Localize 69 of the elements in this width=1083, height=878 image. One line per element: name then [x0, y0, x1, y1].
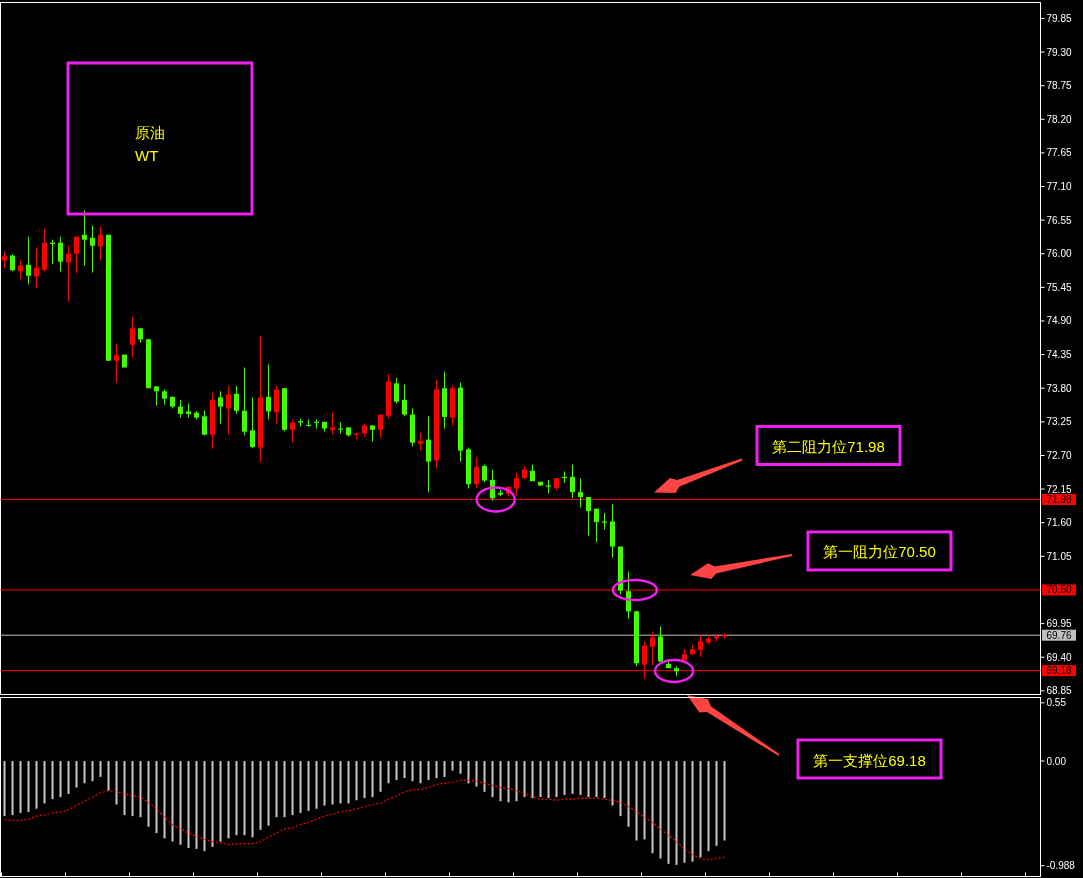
y-tick-label: 72.70	[1046, 449, 1072, 461]
y-tick-label: 79.30	[1046, 46, 1072, 58]
candlestick	[250, 396, 255, 449]
candlestick	[58, 236, 63, 272]
annotation: 第二阻力位71.98	[772, 437, 885, 455]
candlestick	[594, 508, 599, 543]
text: WT	[135, 146, 159, 164]
ref-line-label: 71.98	[1046, 493, 1072, 505]
candlestick	[18, 259, 23, 280]
y-tick-label: 79.85	[1046, 12, 1072, 24]
y-tick-label: 69.40	[1046, 651, 1072, 663]
text: 原油	[135, 123, 165, 141]
candlestick	[274, 385, 279, 425]
candlestick	[234, 385, 239, 415]
candlestick	[338, 421, 343, 434]
candlestick	[114, 343, 119, 384]
candlestick	[154, 385, 159, 406]
candlestick	[474, 456, 479, 489]
annotation: 第一阻力位70.50	[823, 543, 936, 561]
candlestick	[130, 316, 135, 359]
y-tick-label: 71.05	[1046, 550, 1072, 562]
y-tick-label: 73.80	[1046, 382, 1072, 394]
ref-line-label: 70.50	[1046, 584, 1072, 596]
candlestick	[98, 225, 103, 261]
candlestick	[570, 464, 575, 499]
candlestick	[586, 496, 591, 537]
candlestick	[242, 366, 247, 436]
y-tick-label: 78.75	[1046, 80, 1072, 92]
candlestick	[330, 412, 335, 436]
candlestick	[578, 478, 583, 508]
y-tick-label: 76.55	[1046, 214, 1072, 226]
candlestick	[650, 631, 655, 666]
annotation: 第一支撑位69.18	[813, 751, 926, 769]
candlestick	[26, 236, 31, 285]
candlestick	[202, 410, 207, 436]
candlestick	[394, 377, 399, 405]
y-tick-label: 69.95	[1046, 618, 1072, 630]
candlestick	[402, 384, 407, 417]
y-tick-label: -0.988	[1046, 860, 1076, 872]
candlestick	[66, 245, 71, 302]
y-tick-label: 75.45	[1046, 281, 1072, 293]
candlestick	[74, 236, 79, 274]
y-tick-label: 77.10	[1046, 181, 1072, 192]
y-tick-label: 71.60	[1046, 517, 1072, 529]
candlestick	[698, 634, 703, 658]
y-tick-label: 0.00	[1046, 755, 1067, 767]
candlestick	[218, 390, 223, 425]
candlestick	[314, 418, 319, 430]
y-tick-label: 73.25	[1046, 416, 1072, 428]
candlestick	[514, 472, 519, 497]
line-series	[3, 779, 726, 861]
candlestick	[82, 209, 87, 266]
y-tick-label: 77.65	[1046, 147, 1072, 159]
ref-line-label: 69.18	[1046, 665, 1072, 677]
y-tick-label: 74.90	[1046, 315, 1072, 327]
candlestick	[226, 385, 231, 436]
ref-line-label: 69.76	[1046, 629, 1072, 641]
candlestick	[306, 418, 311, 428]
candlestick	[34, 247, 39, 289]
y-tick-label: 76.00	[1046, 248, 1072, 260]
candlestick	[90, 225, 95, 274]
y-tick-label: 74.35	[1046, 349, 1072, 361]
candlestick	[290, 418, 295, 444]
y-tick-label: 68.85	[1046, 685, 1072, 697]
candlestick	[266, 363, 271, 420]
y-tick-label: 78.20	[1046, 113, 1072, 125]
candlestick	[426, 415, 431, 493]
y-tick-label: 0.55	[1046, 697, 1067, 709]
y-tick-label: 72.15	[1046, 483, 1072, 495]
